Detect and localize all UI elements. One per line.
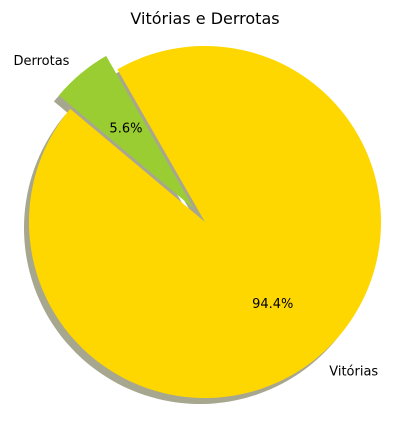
pct-label-derrotas: 5.6% [109, 122, 142, 137]
slices-layer [29, 46, 381, 398]
pct-label-vitorias: 94.4% [252, 297, 293, 312]
slice-label-derrotas: Derrotas [13, 54, 69, 69]
chart-title: Vitórias e Derrotas [130, 9, 279, 28]
slice-label-vitorias: Vitórias [329, 364, 378, 379]
